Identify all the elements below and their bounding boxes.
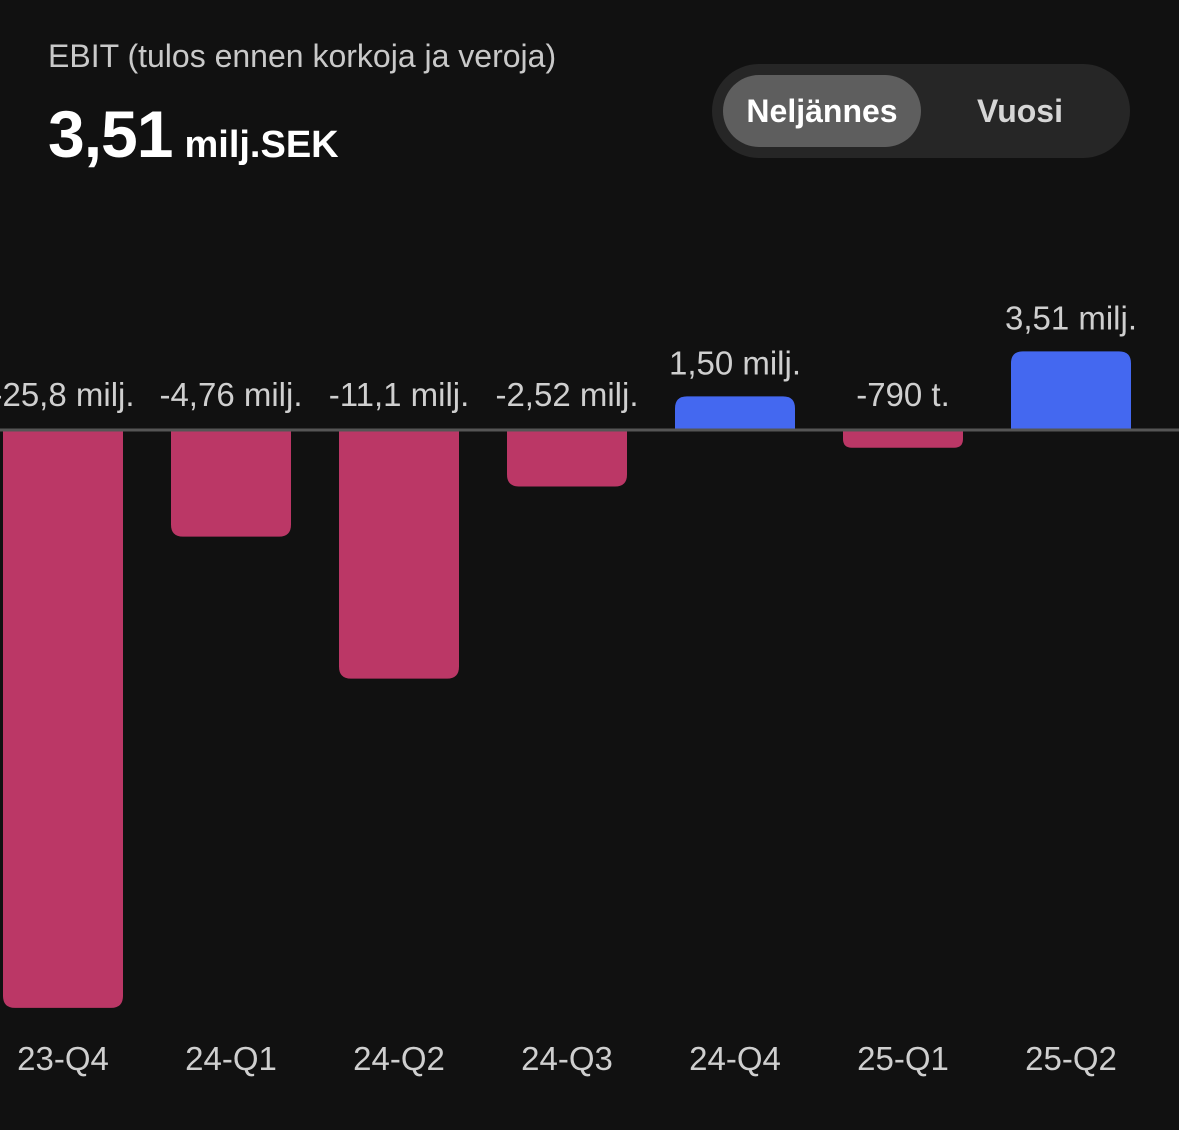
value-label-24-Q2: -11,1 milj. [329,376,470,413]
value-label-24-Q3: -2,52 milj. [495,376,638,413]
category-label-25-Q1: 25-Q1 [857,1040,949,1077]
value-label-23-Q4: -25,8 milj. [0,376,135,413]
value-label-25-Q1: -790 t. [856,376,950,413]
value-label-24-Q1: -4,76 milj. [159,376,302,413]
chart-header-title: EBIT (tulos ennen korkoja ja veroja) [48,38,557,74]
bar-23-Q4[interactable] [3,430,123,1008]
bar-25-Q2[interactable] [1011,351,1131,430]
category-label-24-Q2: 24-Q2 [353,1040,445,1077]
headline-value: 3,51 [48,97,173,171]
bar-24-Q4[interactable] [675,396,795,430]
bar-25-Q1[interactable] [843,430,963,448]
period-toggle: Neljännes Vuosi [712,64,1130,158]
category-label-24-Q3: 24-Q3 [521,1040,613,1077]
category-label-24-Q1: 24-Q1 [185,1040,277,1077]
headline: 3,51 milj.SEK [48,96,339,172]
category-label-25-Q2: 25-Q2 [1025,1040,1117,1077]
bar-24-Q3[interactable] [507,430,627,487]
bar-24-Q1[interactable] [171,430,291,537]
headline-unit: milj.SEK [184,124,339,166]
category-label-24-Q4: 24-Q4 [689,1040,781,1077]
toggle-year-button[interactable]: Vuosi [977,93,1063,129]
toggle-quarter-button[interactable]: Neljännes [723,75,921,147]
value-label-24-Q4: 1,50 milj. [669,344,801,381]
category-label-23-Q4: 23-Q4 [17,1040,109,1077]
value-label-25-Q2: 3,51 milj. [1005,299,1137,336]
bar-24-Q2[interactable] [339,430,459,679]
